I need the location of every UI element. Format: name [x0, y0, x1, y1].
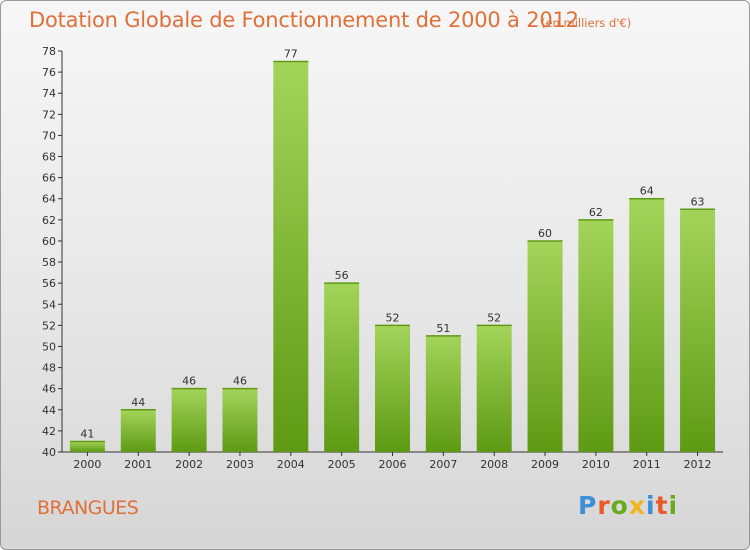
- bar: [375, 325, 410, 452]
- y-tick-label: 54: [42, 298, 56, 311]
- unit-note: (en milliers d'€): [541, 16, 632, 30]
- bar: [425, 335, 461, 452]
- x-tick-label: 2012: [684, 458, 712, 471]
- x-tick-label: 2000: [73, 458, 101, 471]
- y-tick-label: 72: [42, 108, 56, 121]
- logo-letter: o: [610, 491, 629, 520]
- bar: [222, 388, 258, 452]
- bar: [680, 209, 716, 452]
- bar: [629, 198, 665, 452]
- x-tick-label: 2006: [379, 458, 407, 471]
- bar-value-label: 63: [691, 195, 705, 208]
- x-tick-label: 2003: [226, 458, 254, 471]
- bar: [476, 325, 512, 452]
- x-tick-label: 2005: [328, 458, 356, 471]
- logo-letter: x: [628, 491, 646, 520]
- y-tick-label: 58: [42, 256, 56, 269]
- logo-letter: P: [578, 491, 598, 520]
- bar-value-label: 64: [640, 185, 654, 198]
- bar-value-label: 46: [233, 375, 247, 388]
- bar: [69, 441, 105, 452]
- bar-value-label: 52: [487, 311, 501, 324]
- x-tick-label: 2007: [429, 458, 457, 471]
- y-tick-label: 42: [42, 425, 56, 438]
- bar: [273, 61, 309, 452]
- y-tick-label: 64: [42, 193, 56, 206]
- x-tick-label: 2011: [633, 458, 661, 471]
- x-tick-label: 2001: [124, 458, 152, 471]
- bar-value-label: 41: [80, 427, 94, 440]
- logo-letter: t: [655, 491, 669, 520]
- logo-letter: i: [646, 491, 656, 520]
- y-tick-label: 50: [42, 340, 56, 353]
- y-tick-label: 78: [42, 45, 56, 58]
- bar: [578, 219, 614, 452]
- bar-value-label: 52: [386, 311, 400, 324]
- x-tick-label: 2004: [277, 458, 305, 471]
- x-tick-label: 2010: [582, 458, 610, 471]
- logo-letter: i: [668, 491, 679, 520]
- y-tick-label: 74: [42, 87, 56, 100]
- bar-value-label: 62: [589, 206, 603, 219]
- logo-letter: r: [597, 491, 611, 520]
- y-tick-label: 52: [42, 319, 56, 332]
- commune-name: BRANGUES: [37, 497, 139, 519]
- y-tick-label: 44: [42, 404, 56, 417]
- bar-value-label: 51: [436, 322, 450, 335]
- bar: [171, 388, 207, 452]
- y-tick-label: 40: [42, 446, 56, 459]
- bar-value-label: 56: [335, 269, 349, 282]
- y-tick-label: 66: [42, 172, 56, 185]
- bar-value-label: 77: [284, 48, 298, 61]
- bar: [324, 283, 360, 452]
- y-tick-label: 56: [42, 277, 56, 290]
- bar-value-label: 46: [182, 375, 196, 388]
- chart-title: Dotation Globale de Fonctionnement de 20…: [29, 8, 579, 32]
- y-tick-label: 46: [42, 383, 56, 396]
- y-tick-label: 62: [42, 214, 56, 227]
- x-tick-label: 2008: [480, 458, 508, 471]
- bar-value-label: 44: [131, 396, 145, 409]
- y-tick-label: 70: [42, 129, 56, 142]
- y-tick-label: 60: [42, 235, 56, 248]
- y-tick-label: 76: [42, 66, 56, 79]
- bar-value-label: 60: [538, 227, 552, 240]
- y-tick-label: 48: [42, 362, 56, 375]
- x-tick-label: 2002: [175, 458, 203, 471]
- bar: [120, 409, 156, 452]
- proxiti-logo: Proxiti: [578, 491, 678, 520]
- x-tick-label: 2009: [531, 458, 559, 471]
- y-tick-label: 68: [42, 151, 56, 164]
- bar: [527, 240, 563, 452]
